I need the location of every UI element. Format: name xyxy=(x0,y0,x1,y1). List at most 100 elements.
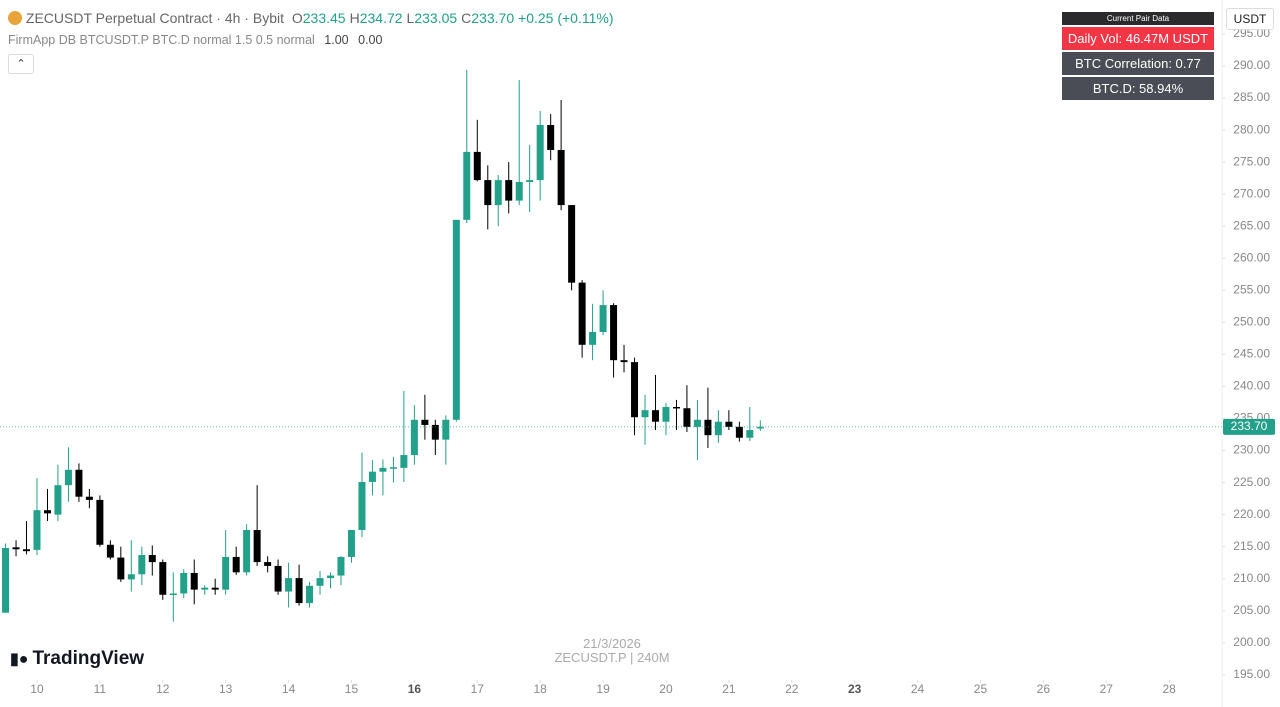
candle-body xyxy=(389,467,397,469)
candle-body xyxy=(725,421,733,427)
candle-body xyxy=(148,555,156,563)
y-tick-label: 280.00 xyxy=(1233,122,1270,136)
x-tick-label: 21 xyxy=(722,682,736,696)
coin-icon xyxy=(8,11,22,25)
candle-body xyxy=(641,410,649,418)
x-tick-label: 17 xyxy=(471,682,485,696)
y-tick-label: 250.00 xyxy=(1233,315,1270,329)
candle-body xyxy=(756,426,764,429)
ohlc-value: 234.72 xyxy=(359,10,403,26)
exchange: Bybit xyxy=(252,10,284,26)
x-tick-label: 22 xyxy=(785,682,799,696)
candle-body xyxy=(693,419,701,427)
watermark: 21/3/2026 ZECUSDT.P | 240M xyxy=(512,637,712,665)
candle-body xyxy=(473,151,481,181)
change: +0.25 (+0.11%) xyxy=(518,10,614,26)
candle-body xyxy=(442,419,450,440)
indicator-value: 1.00 xyxy=(324,33,349,47)
ohlc-value: 233.70 xyxy=(471,10,515,26)
candle-body xyxy=(484,180,492,206)
candle-body xyxy=(127,574,135,580)
x-tick-label: 24 xyxy=(911,682,925,696)
last-price-label: 233.70 xyxy=(1231,419,1268,433)
candle-body xyxy=(64,469,72,486)
table-title: Current Pair Data xyxy=(1062,12,1214,25)
candle-body xyxy=(557,149,565,206)
y-tick-label: 205.00 xyxy=(1233,603,1270,617)
table-row: Daily Vol: 46.47M USDT xyxy=(1062,27,1214,50)
y-tick-label: 220.00 xyxy=(1233,507,1270,521)
candle-body xyxy=(169,593,177,595)
candle-body xyxy=(201,587,209,590)
candle-body xyxy=(327,575,335,579)
candle-body xyxy=(547,124,555,150)
candle-body xyxy=(735,426,743,438)
ohlc-label: O xyxy=(291,10,303,26)
candle-body xyxy=(714,421,722,436)
watermark-symbol: ZECUSDT.P | 240M xyxy=(554,650,670,665)
candle-body xyxy=(243,530,251,573)
candle-body xyxy=(431,424,439,440)
candle-body xyxy=(75,469,83,497)
candle-body xyxy=(421,419,429,425)
y-tick-label: 270.00 xyxy=(1233,186,1270,200)
x-tick-label: 18 xyxy=(533,682,547,696)
candle-body xyxy=(662,406,670,422)
ohlc-label: H xyxy=(349,10,360,26)
y-tick-label: 285.00 xyxy=(1233,90,1270,104)
candle-body xyxy=(526,180,534,183)
candle-body xyxy=(631,362,639,418)
candle-body xyxy=(159,562,167,595)
symbol: ZECUSDT Perpetual Contract xyxy=(25,10,213,26)
currency-button[interactable]: USDT xyxy=(1226,8,1274,30)
pair-table: Current Pair Data Daily Vol: 46.47M USDT… xyxy=(1062,12,1214,102)
indicator-legend: FirmApp DB BTCUSDT.P BTC.D normal 1.5 0.… xyxy=(8,33,382,47)
y-tick-label: 240.00 xyxy=(1233,379,1270,393)
candle-body xyxy=(253,530,261,563)
y-tick-label: 290.00 xyxy=(1233,58,1270,72)
candle-body xyxy=(683,408,691,427)
candle-body xyxy=(505,180,513,201)
candle-body xyxy=(12,547,20,550)
candle-body xyxy=(2,547,10,613)
candle-body xyxy=(211,587,219,590)
candle-body xyxy=(379,467,387,472)
candle-body xyxy=(400,455,408,468)
ohlc: O233.45 H234.72 L233.05 C233.70 xyxy=(288,10,514,26)
table-row: BTC.D: 58.94% xyxy=(1062,77,1214,100)
ohlc-value: 233.05 xyxy=(414,10,458,26)
candle-body xyxy=(22,549,30,552)
last-price-box xyxy=(1223,418,1275,435)
candle-body xyxy=(620,360,628,363)
candle-body xyxy=(358,481,366,531)
candle-body xyxy=(295,578,303,604)
candle-body xyxy=(232,556,240,573)
y-tick-label: 215.00 xyxy=(1233,539,1270,553)
y-tick-label: 265.00 xyxy=(1233,218,1270,232)
candle-body xyxy=(599,305,607,332)
indicator-name: FirmApp DB BTCUSDT.P BTC.D normal 1.5 0.… xyxy=(8,33,315,47)
x-tick-label: 14 xyxy=(282,682,296,696)
x-tick-label: 20 xyxy=(659,682,673,696)
candle-body xyxy=(536,124,544,181)
candle-body xyxy=(494,180,502,206)
x-tick-label: 25 xyxy=(974,682,988,696)
interval: 4h xyxy=(224,10,241,26)
x-tick-label: 12 xyxy=(156,682,170,696)
candle-body xyxy=(651,410,659,422)
candle-body xyxy=(138,555,146,575)
x-tick-label: 23 xyxy=(848,682,862,696)
x-tick-label: 27 xyxy=(1100,682,1114,696)
candle-body xyxy=(85,496,93,500)
candle-body xyxy=(515,182,523,201)
x-tick-label: 11 xyxy=(94,682,107,696)
y-tick-label: 195.00 xyxy=(1233,667,1270,681)
ohlc-label: C xyxy=(461,10,472,26)
collapse-button[interactable]: ⌃ xyxy=(8,54,34,74)
candle-body xyxy=(578,282,586,345)
symbol-header: ZECUSDT Perpetual Contract · 4h · Bybit … xyxy=(8,10,614,26)
x-tick-label: 10 xyxy=(30,682,44,696)
candle-body xyxy=(180,572,188,594)
